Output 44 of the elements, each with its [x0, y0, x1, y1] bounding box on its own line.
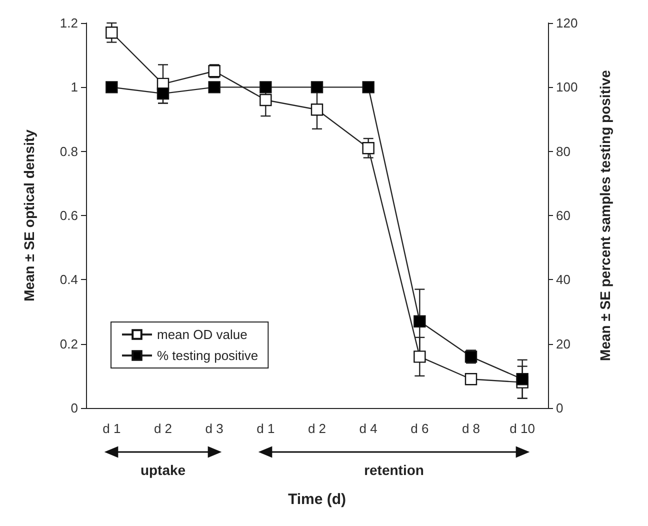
point — [260, 81, 272, 94]
y-tick-label: 1.2 — [60, 16, 78, 30]
x-tick-label: d 10 — [510, 421, 535, 436]
y-tick-label: 0.6 — [60, 208, 78, 223]
y-tick-label: 1 — [70, 80, 78, 95]
y2-axis-title: Mean ± SE percent samples testing positive — [597, 70, 613, 361]
point — [106, 81, 118, 94]
point — [310, 81, 324, 94]
y2-tick-label: 120 — [556, 16, 578, 30]
text: uptake — [140, 462, 186, 478]
point — [362, 81, 374, 94]
y2-tick-label: 100 — [556, 80, 578, 95]
point — [414, 315, 426, 328]
y-tick-label: 0 — [70, 400, 78, 416]
point — [106, 26, 118, 39]
x-tick-label: d 3 — [205, 421, 224, 436]
point — [414, 350, 426, 363]
y2-tick-label: 60 — [556, 208, 570, 223]
legend-label: mean OD value — [157, 327, 248, 342]
point — [310, 104, 324, 116]
point — [156, 87, 170, 100]
point — [208, 81, 220, 94]
y-tick-label: 0.2 — [60, 336, 78, 352]
x-tick-label: d 2 — [308, 421, 326, 436]
point — [464, 373, 478, 386]
x-tick-label: d 2 — [154, 421, 172, 436]
point — [362, 142, 374, 154]
y2-tick-label: 0 — [556, 400, 564, 416]
point — [516, 373, 528, 386]
y-tick-label: 0.4 — [60, 272, 78, 288]
y2-tick-label: 20 — [556, 336, 570, 352]
x-tick-label: d 8 — [462, 421, 480, 436]
point — [260, 94, 272, 106]
x-tick-label: d 4 — [359, 421, 378, 436]
x-tick-label: d 6 — [410, 421, 429, 436]
text: retention — [364, 462, 424, 478]
y2-tick-label: 40 — [556, 272, 570, 288]
y-axis-title: Mean ± SE optical density — [21, 129, 37, 302]
x-tick-label: d 1 — [256, 421, 275, 436]
x-axis-title: Time (d) — [288, 491, 346, 508]
y-tick-label: 0.8 — [60, 144, 78, 159]
legend-label: % testing positive — [157, 348, 258, 363]
x-tick-label: d 1 — [102, 421, 121, 436]
y2-tick-label: 80 — [556, 144, 570, 159]
